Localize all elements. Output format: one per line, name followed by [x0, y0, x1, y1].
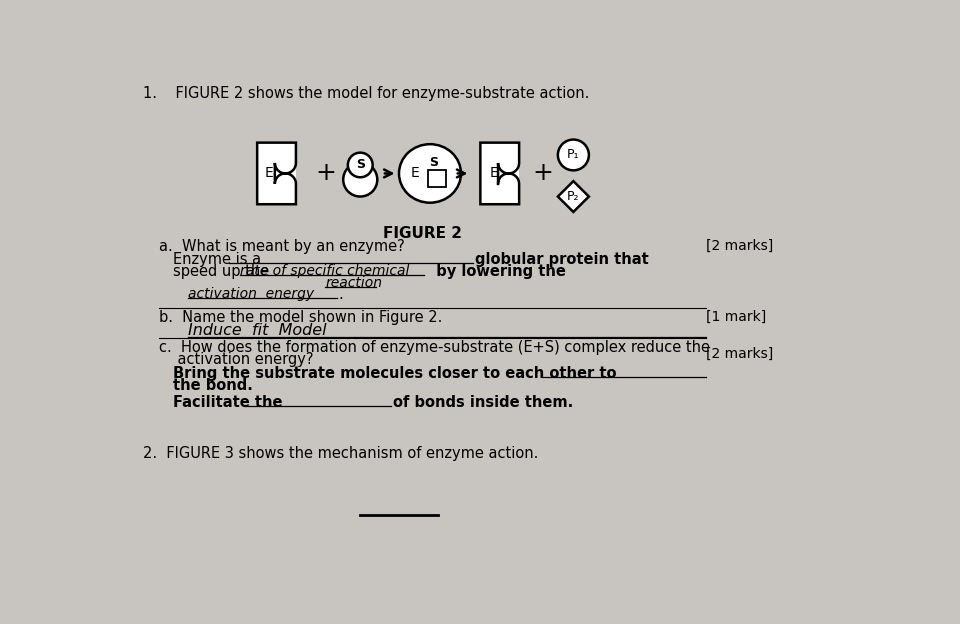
Polygon shape [257, 143, 296, 204]
Text: +: + [532, 162, 553, 185]
Text: E: E [264, 167, 274, 180]
Text: [2 marks]: [2 marks] [706, 239, 773, 253]
Text: activation energy?: activation energy? [158, 352, 313, 367]
Text: [2 marks]: [2 marks] [706, 347, 773, 361]
Text: FIGURE 2: FIGURE 2 [383, 226, 462, 241]
Text: rate of specific chemical: rate of specific chemical [240, 265, 410, 278]
Polygon shape [257, 143, 296, 204]
Text: E: E [410, 167, 419, 180]
Text: 1.    FIGURE 2 shows the model for enzyme-substrate action.: 1. FIGURE 2 shows the model for enzyme-s… [143, 85, 589, 100]
Text: [1 mark]: [1 mark] [706, 310, 766, 324]
Ellipse shape [399, 144, 461, 203]
Text: b.  Name the model shown in Figure 2.: b. Name the model shown in Figure 2. [158, 310, 443, 324]
Text: 2.  FIGURE 3 shows the mechanism of enzyme action.: 2. FIGURE 3 shows the mechanism of enzym… [143, 446, 539, 461]
Polygon shape [558, 181, 588, 212]
Text: the bond.: the bond. [173, 378, 252, 393]
Text: by lowering the: by lowering the [426, 265, 566, 280]
Text: Bring the substrate molecules closer to each other to: Bring the substrate molecules closer to … [173, 366, 621, 381]
Text: globular protein that: globular protein that [475, 252, 649, 267]
Polygon shape [480, 143, 519, 204]
Circle shape [558, 140, 588, 170]
Text: activation  energy: activation energy [188, 288, 314, 301]
Text: reaction: reaction [325, 276, 382, 290]
Circle shape [348, 153, 372, 177]
Polygon shape [428, 170, 445, 187]
Text: E: E [490, 167, 498, 180]
Text: a.  What is meant by an enzyme?: a. What is meant by an enzyme? [158, 239, 404, 254]
Text: Facilitate the: Facilitate the [173, 395, 287, 410]
Polygon shape [480, 143, 519, 204]
Text: P₂: P₂ [567, 190, 580, 203]
Text: c.  How does the formation of enzyme-substrate (E+S) complex reduce the: c. How does the formation of enzyme-subs… [158, 339, 709, 355]
Text: Induce  fit  Model: Induce fit Model [188, 323, 326, 338]
Circle shape [344, 163, 377, 197]
Text: P₁: P₁ [567, 149, 580, 162]
Text: .: . [339, 288, 344, 303]
Text: Enzyme is a: Enzyme is a [173, 252, 266, 267]
Text: +: + [315, 162, 336, 185]
Text: of bonds inside them.: of bonds inside them. [393, 395, 573, 410]
Text: speed up the: speed up the [173, 265, 274, 280]
Text: S: S [356, 158, 365, 172]
Text: S: S [429, 156, 439, 169]
